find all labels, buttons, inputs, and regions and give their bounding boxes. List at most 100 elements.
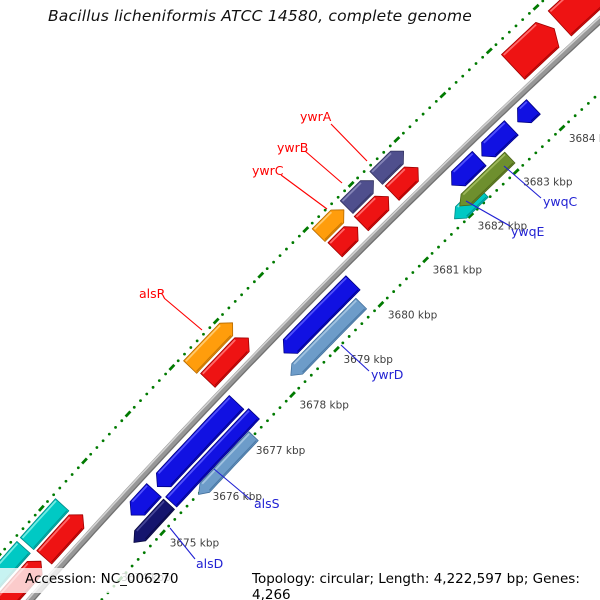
gene-label-ywrA[interactable]: ywrA <box>300 109 332 124</box>
gene-arrow-red-f[interactable] <box>384 166 419 201</box>
gene-arrow-ywrB[interactable] <box>339 180 374 214</box>
gene-arrow-cyan-b[interactable] <box>19 498 70 550</box>
ruler-dot <box>176 359 180 363</box>
kbp-tick-dash <box>485 47 493 55</box>
gene-arrow-als-blue-short[interactable] <box>129 483 162 516</box>
gene-arrow-red-d[interactable] <box>327 226 359 258</box>
gene-arrow-ywq-blue-low[interactable] <box>451 150 487 187</box>
ruler-dot <box>120 419 124 423</box>
gene-arrow-alsD[interactable] <box>133 498 175 543</box>
gene-bevel-shadow <box>464 165 485 185</box>
gene-bevel-highlight <box>462 153 506 196</box>
ruler-dot <box>437 245 440 249</box>
ruler-dot <box>362 170 366 173</box>
gene-bevel-shadow <box>570 6 600 35</box>
gene-bevel-highlight <box>503 23 537 56</box>
gene-bevel-highlight <box>0 543 19 565</box>
gene-arrow-alsS[interactable] <box>198 431 259 495</box>
ruler-dot <box>142 551 146 555</box>
ruler-dot <box>9 540 13 544</box>
kbp-tick-dash <box>0 552 2 557</box>
gene-label-ywqE[interactable]: ywqE <box>511 224 545 239</box>
topology-text: Topology: circular; Length: 4,222,597 bp… <box>252 571 580 600</box>
gene-label-alsS[interactable]: alsS <box>254 496 280 511</box>
gene-bevel-highlight <box>201 433 250 485</box>
backbone-shadow <box>33 23 600 600</box>
gene-arrow-als-blue-outer[interactable] <box>165 408 260 508</box>
gene-arrow-red-top[interactable] <box>501 21 560 80</box>
kbp-tick-dash <box>257 271 265 279</box>
ruler-dot <box>167 524 171 528</box>
gene-arrow-red-c[interactable] <box>200 337 250 388</box>
ruler-dot <box>136 557 140 561</box>
gene-bevel-shadow <box>214 351 248 386</box>
ruler-dot <box>336 195 340 199</box>
ruler-dot <box>322 360 326 364</box>
ruler-dot <box>52 493 56 497</box>
label-leader-line <box>465 200 511 227</box>
ruler-dot <box>586 101 590 105</box>
gene-bevel-highlight <box>157 397 231 475</box>
gene-arrow-ywqC[interactable] <box>459 151 516 207</box>
gene-bevel-highlight <box>167 410 250 498</box>
gene-bevel-highlight <box>329 228 346 244</box>
gene-bevel-shadow <box>381 163 402 183</box>
ruler-dot <box>317 215 321 219</box>
gene-arrow-red-e[interactable] <box>353 195 390 232</box>
kbp-tick-dash <box>37 504 45 512</box>
genome-backbone-track[interactable] <box>5 0 600 600</box>
gene-label-ywrD[interactable]: ywrD <box>371 367 403 382</box>
ruler-dot <box>76 466 80 470</box>
gene-bevel-highlight <box>371 152 392 173</box>
gene-bevel-highlight <box>341 182 362 202</box>
gene-arrow-ywr-blue[interactable] <box>282 275 361 354</box>
kbp-tick-label: 3683 kbp <box>523 177 573 189</box>
gene-arrow-blue-small[interactable] <box>517 99 541 124</box>
kbp-tick-dash <box>81 457 88 465</box>
ruler-dot <box>151 385 155 389</box>
gene-arrow-ywrD[interactable] <box>290 297 368 376</box>
ruler-dot <box>179 511 183 515</box>
ruler-dot <box>398 283 402 287</box>
gene-arrow-ywq-blue-up[interactable] <box>481 120 519 158</box>
gene-label-ywrC[interactable]: ywrC <box>252 163 284 178</box>
ruler-dot <box>278 406 282 410</box>
gene-bevel-shadow <box>341 240 357 256</box>
ruler-dot <box>375 157 379 161</box>
ruler-dot <box>527 12 531 15</box>
kbp-tick-label: 3684 kbp <box>569 133 600 145</box>
ruler-dot <box>265 267 269 271</box>
ruler-dot <box>388 144 392 148</box>
gene-label-ywrB[interactable]: ywrB <box>277 140 308 155</box>
backbone-highlight <box>26 16 600 600</box>
ruler-dot <box>547 139 551 142</box>
ruler-dot <box>341 341 345 345</box>
gene-bevel-shadow <box>398 180 417 199</box>
ruler-dot <box>189 346 193 349</box>
label-leader-line <box>213 468 252 501</box>
ruler-dot <box>448 87 451 91</box>
ruler-dot <box>221 313 224 316</box>
ruler-dot <box>328 354 332 358</box>
gene-arrow-red-corner[interactable] <box>547 0 600 37</box>
kbp-tick-dash <box>532 3 540 11</box>
ruler-dot <box>89 452 93 456</box>
ruler-dot <box>246 286 250 290</box>
kbp-tick-dash <box>377 300 385 308</box>
gene-bevel-highlight <box>284 277 347 341</box>
gene-bevel-shadow <box>208 440 257 491</box>
ruler-dot <box>70 473 74 476</box>
ruler-dot <box>580 108 584 111</box>
kbp-tick-dash <box>289 391 296 399</box>
label-leader-line <box>304 150 343 184</box>
gene-label-alsR[interactable]: alsR <box>139 286 166 301</box>
gene-arrow-ywrA[interactable] <box>369 150 405 185</box>
gene-arrow-alsR[interactable] <box>183 322 234 374</box>
gene-arrow-ywrC[interactable] <box>311 209 345 242</box>
gene-label-ywqC[interactable]: ywqC <box>543 194 578 209</box>
ruler-dot <box>456 226 460 230</box>
gene-arrow-als-blue-long[interactable] <box>155 395 245 488</box>
gene-arrow-red-b[interactable] <box>36 514 85 565</box>
ruler-dot <box>593 95 597 99</box>
gene-label-alsD[interactable]: alsD <box>196 556 223 571</box>
